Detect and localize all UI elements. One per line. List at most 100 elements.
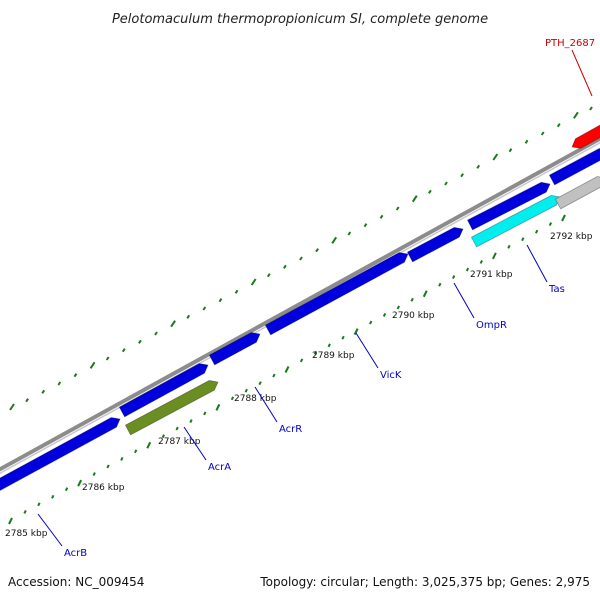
inner-minor-tick — [507, 244, 511, 249]
inner-major-tick — [491, 252, 497, 260]
gene-arrow-vick — [264, 252, 409, 336]
inner-minor-tick — [272, 373, 276, 378]
gene-label-acrr: AcrR — [279, 424, 302, 435]
gene-label-leader — [453, 282, 475, 319]
inner-minor-tick — [244, 388, 248, 393]
gene-labels: AcrB AcrA AcrR VicK OmpR Tas PTH_2687 — [37, 38, 595, 559]
gene-label-acra: AcrA — [208, 462, 231, 473]
tick-label: 2788 kbp — [234, 394, 277, 404]
inner-major-tick — [77, 479, 83, 487]
inner-minor-tick — [64, 487, 69, 492]
inner-major-tick — [561, 214, 566, 222]
inner-minor-tick — [161, 434, 165, 439]
inner-minor-tick — [299, 358, 304, 363]
outer-minor-tick — [540, 131, 545, 136]
inner-minor-tick — [548, 222, 553, 227]
inner-minor-tick — [479, 260, 483, 264]
gene-arrow-tas — [470, 194, 561, 248]
outer-minor-tick — [299, 256, 303, 261]
inner-minor-tick — [438, 282, 442, 287]
inner-minor-tick — [230, 396, 235, 401]
gene-features — [0, 124, 600, 491]
genome-summary-text: Topology: circular; Length: 3,025,375 bp… — [259, 575, 590, 589]
outer-minor-tick — [41, 389, 46, 394]
outer-minor-tick — [508, 148, 513, 153]
gene-label-leader — [355, 332, 379, 369]
inner-major-tick — [422, 290, 428, 298]
outer-minor-tick — [105, 356, 110, 361]
inner-minor-tick — [382, 313, 387, 317]
gene-arrow-acrr — [208, 332, 261, 366]
gene-label-leader — [183, 426, 207, 461]
outer-major-tick — [411, 195, 418, 203]
gene-arrow-pseudo — [554, 176, 600, 210]
inner-minor-tick — [203, 411, 207, 416]
inner-major-tick — [215, 403, 221, 411]
inner-minor-tick — [396, 305, 400, 310]
outer-minor-tick — [395, 206, 400, 211]
inner-minor-tick — [521, 237, 525, 242]
outer-minor-tick — [154, 331, 158, 336]
outer-minor-tick — [347, 231, 352, 236]
inner-minor-tick — [410, 297, 414, 302]
accession-text: Accession: NC_009454 — [8, 575, 144, 589]
inner-minor-tick — [23, 509, 27, 514]
outer-minor-tick — [138, 339, 142, 344]
gene-label-tas: Tas — [548, 284, 565, 295]
tick-label: 2792 kbp — [550, 232, 593, 242]
outer-major-tick — [9, 403, 15, 411]
outer-minor-tick — [556, 123, 561, 128]
outer-minor-tick — [25, 398, 29, 403]
outer-minor-tick — [444, 181, 448, 186]
gene-label-leader — [526, 244, 548, 283]
outer-minor-tick — [315, 248, 319, 253]
gene-label-pth-2687: PTH_2687 — [545, 38, 595, 49]
outer-minor-tick — [266, 273, 271, 278]
gene-arrow-acrb — [0, 417, 121, 491]
tick-label: 2787 kbp — [158, 437, 201, 447]
tick-label: 2785 kbp — [5, 529, 48, 539]
inner-minor-tick — [120, 456, 124, 461]
tick-label: 2790 kbp — [392, 311, 435, 321]
map-title: Pelotomaculum thermopropionicum SI, comp… — [112, 12, 488, 27]
outer-minor-tick — [428, 189, 432, 194]
gene-label-leader — [254, 386, 278, 423]
gene-arrow-acra-fwd — [118, 363, 209, 418]
inner-major-tick — [353, 328, 359, 336]
outer-major-tick — [492, 153, 499, 161]
inner-minor-tick — [134, 449, 138, 454]
gene-arrow-acra — [124, 380, 219, 436]
outer-major-tick — [170, 320, 176, 328]
outer-minor-tick — [186, 314, 191, 319]
tick-labels: 2785 kbp 2786 kbp 2787 kbp 2788 kbp 2789 kbp… — [5, 232, 593, 539]
gene-label-leader — [37, 513, 63, 547]
gene-label-leader — [571, 49, 593, 97]
outer-minor-tick — [283, 264, 287, 269]
inner-minor-tick — [313, 350, 318, 355]
inner-major-tick — [8, 517, 13, 525]
inner-minor-tick — [369, 320, 373, 325]
inner-minor-tick — [175, 426, 179, 431]
gene-label-vick: VicK — [380, 370, 402, 381]
outer-major-tick — [250, 278, 257, 286]
tick-label: 2791 kbp — [470, 270, 513, 280]
inner-minor-tick — [534, 229, 539, 234]
inner-minor-tick — [37, 502, 41, 507]
inner-minor-tick — [51, 494, 55, 499]
gene-arrow-next — [548, 148, 600, 186]
inner-major-tick — [146, 441, 152, 449]
outer-minor-tick — [476, 164, 481, 169]
outer-minor-tick — [589, 106, 593, 111]
outer-minor-tick — [202, 306, 207, 311]
outer-minor-tick — [379, 214, 384, 219]
inner-major-tick — [284, 366, 290, 373]
gene-arrow-pth-2687 — [571, 124, 600, 149]
outer-major-tick — [89, 361, 96, 369]
backbone-outer — [0, 136, 600, 472]
outer-minor-tick — [121, 348, 126, 353]
tick-label: 2786 kbp — [82, 483, 125, 493]
outer-minor-tick — [460, 173, 464, 178]
outer-major-tick — [331, 236, 338, 244]
minor-ticks — [8, 106, 593, 525]
